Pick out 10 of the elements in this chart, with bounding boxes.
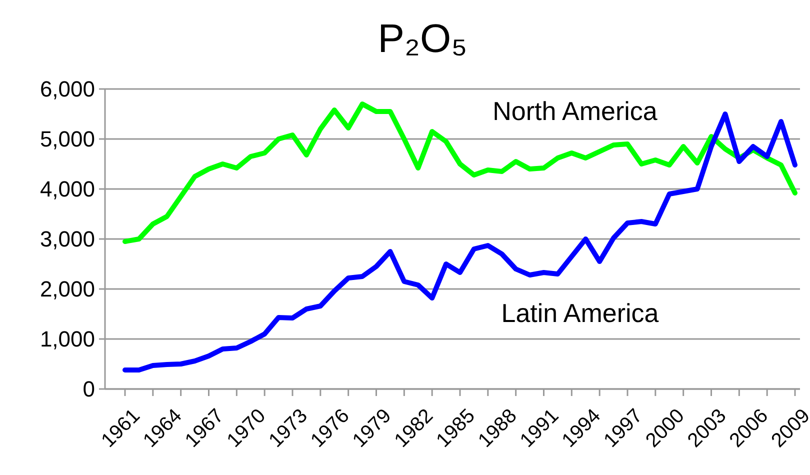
y-tick-label: 3,000 [40,226,95,252]
y-tick-label: 4,000 [40,176,95,202]
y-tick-label: 2,000 [40,276,95,302]
chart-title: P₂O₅ [378,17,468,61]
y-tick-label: 1,000 [40,326,95,352]
y-tick-label: 5,000 [40,126,95,152]
series-label: Latin America [501,298,660,328]
y-tick-label: 0 [82,376,95,402]
y-tick-label: 6,000 [40,76,95,102]
series-label: North America [492,96,658,126]
